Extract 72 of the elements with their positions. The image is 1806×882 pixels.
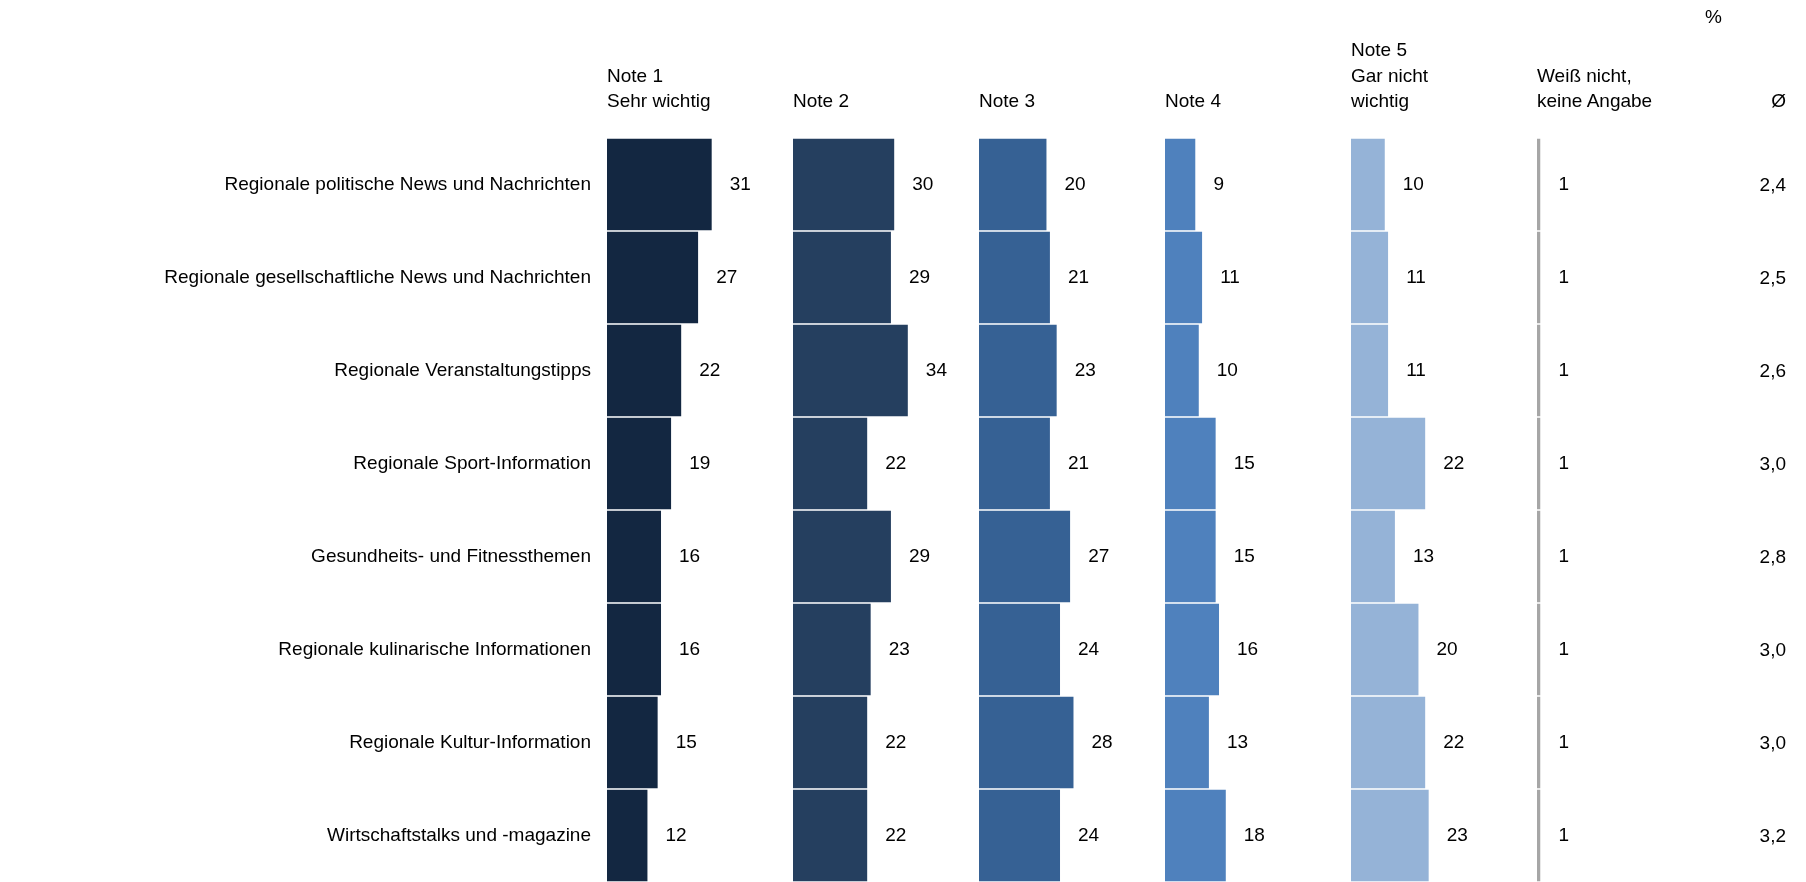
data-label: 20 xyxy=(1436,637,1458,659)
y-tick-label: Regionale Veranstaltungstipps xyxy=(334,358,591,380)
data-label: 3,0 xyxy=(1758,452,1787,476)
chart-title: Note 5 Gar nicht wichtig xyxy=(1351,38,1430,114)
data-label: 2,4 xyxy=(1758,173,1787,197)
data-label: 15 xyxy=(1233,451,1255,473)
data-label: 3,0 xyxy=(1758,638,1787,662)
data-label: 13 xyxy=(1412,544,1435,566)
data-label: 12 xyxy=(665,823,687,845)
data-label: 24 xyxy=(1078,823,1100,845)
data-label: 23 xyxy=(1446,823,1468,845)
chart-title: Note 1 Sehr wichtig xyxy=(606,63,712,114)
y-tick-label: Gesundheits- und Fitnessthemen xyxy=(311,544,591,566)
text: % xyxy=(1705,6,1722,28)
data-label: 19 xyxy=(689,451,711,473)
data-label: 22 xyxy=(1443,730,1465,752)
data-label: 30 xyxy=(912,172,934,194)
data-label: 15 xyxy=(1233,544,1255,566)
data-label: 22 xyxy=(1443,451,1465,473)
data-label: 1 xyxy=(1558,172,1569,194)
data-label: 20 xyxy=(1064,172,1086,194)
chart-title: Note 3 xyxy=(979,89,1036,114)
data-label: 1 xyxy=(1558,358,1569,380)
data-label: 28 xyxy=(1091,730,1113,752)
data-label: 34 xyxy=(925,358,948,380)
data-label: 1 xyxy=(1558,823,1569,845)
data-label: 2,6 xyxy=(1758,359,1787,383)
data-label: 31 xyxy=(729,172,751,194)
data-label: 16 xyxy=(679,544,701,566)
data-label: 15 xyxy=(675,730,697,752)
chart-title: Note 2 xyxy=(793,89,850,114)
chart-title: Note 4 xyxy=(1165,89,1222,114)
y-tick-label: Regionale Sport-Information xyxy=(353,451,591,473)
data-label: 1 xyxy=(1558,730,1569,752)
data-label: 1 xyxy=(1558,265,1569,287)
data-label: 27 xyxy=(716,265,738,287)
text: Ø xyxy=(1770,89,1787,114)
data-label: 21 xyxy=(1067,451,1090,473)
data-label: 18 xyxy=(1243,823,1265,845)
data-label: 29 xyxy=(908,544,931,566)
data-label: 27 xyxy=(1088,544,1110,566)
data-label: 22 xyxy=(885,823,907,845)
y-tick-label: Regionale kulinarische Informationen xyxy=(278,637,591,659)
data-label: 21 xyxy=(1067,265,1090,287)
data-label: 16 xyxy=(1237,637,1259,659)
text: Weiß nicht, keine Angabe xyxy=(1537,64,1653,112)
data-label: 11 xyxy=(1220,265,1240,287)
data-label: 13 xyxy=(1226,730,1249,752)
data-label: 10 xyxy=(1402,172,1424,194)
data-label: 1 xyxy=(1558,451,1569,473)
data-label: 2,5 xyxy=(1758,266,1787,290)
data-label: 3,2 xyxy=(1758,824,1787,848)
data-label: 22 xyxy=(885,730,907,752)
data-label: 29 xyxy=(908,265,931,287)
data-label: 24 xyxy=(1078,637,1100,659)
data-label: 11 xyxy=(1406,358,1426,380)
data-label: 10 xyxy=(1216,358,1238,380)
data-label: 9 xyxy=(1213,172,1224,194)
data-label: 22 xyxy=(699,358,721,380)
data-label: 23 xyxy=(1074,358,1096,380)
y-tick-label: Regionale politische News und Nachrichten xyxy=(224,172,591,194)
y-tick-label: Regionale Kultur-Information xyxy=(349,730,591,752)
data-label: 16 xyxy=(679,637,701,659)
data-label: 2,8 xyxy=(1758,545,1787,569)
data-label: 22 xyxy=(885,451,907,473)
data-label: 23 xyxy=(888,637,910,659)
y-tick-label: Regionale gesellschaftliche News und Nachrichten xyxy=(164,265,591,287)
y-tick-label: Wirtschaftstalks und -magazine xyxy=(327,823,591,845)
data-label: 11 xyxy=(1406,265,1426,287)
data-label: 1 xyxy=(1558,544,1569,566)
data-label: 3,0 xyxy=(1758,731,1787,755)
data-label: 1 xyxy=(1558,637,1569,659)
